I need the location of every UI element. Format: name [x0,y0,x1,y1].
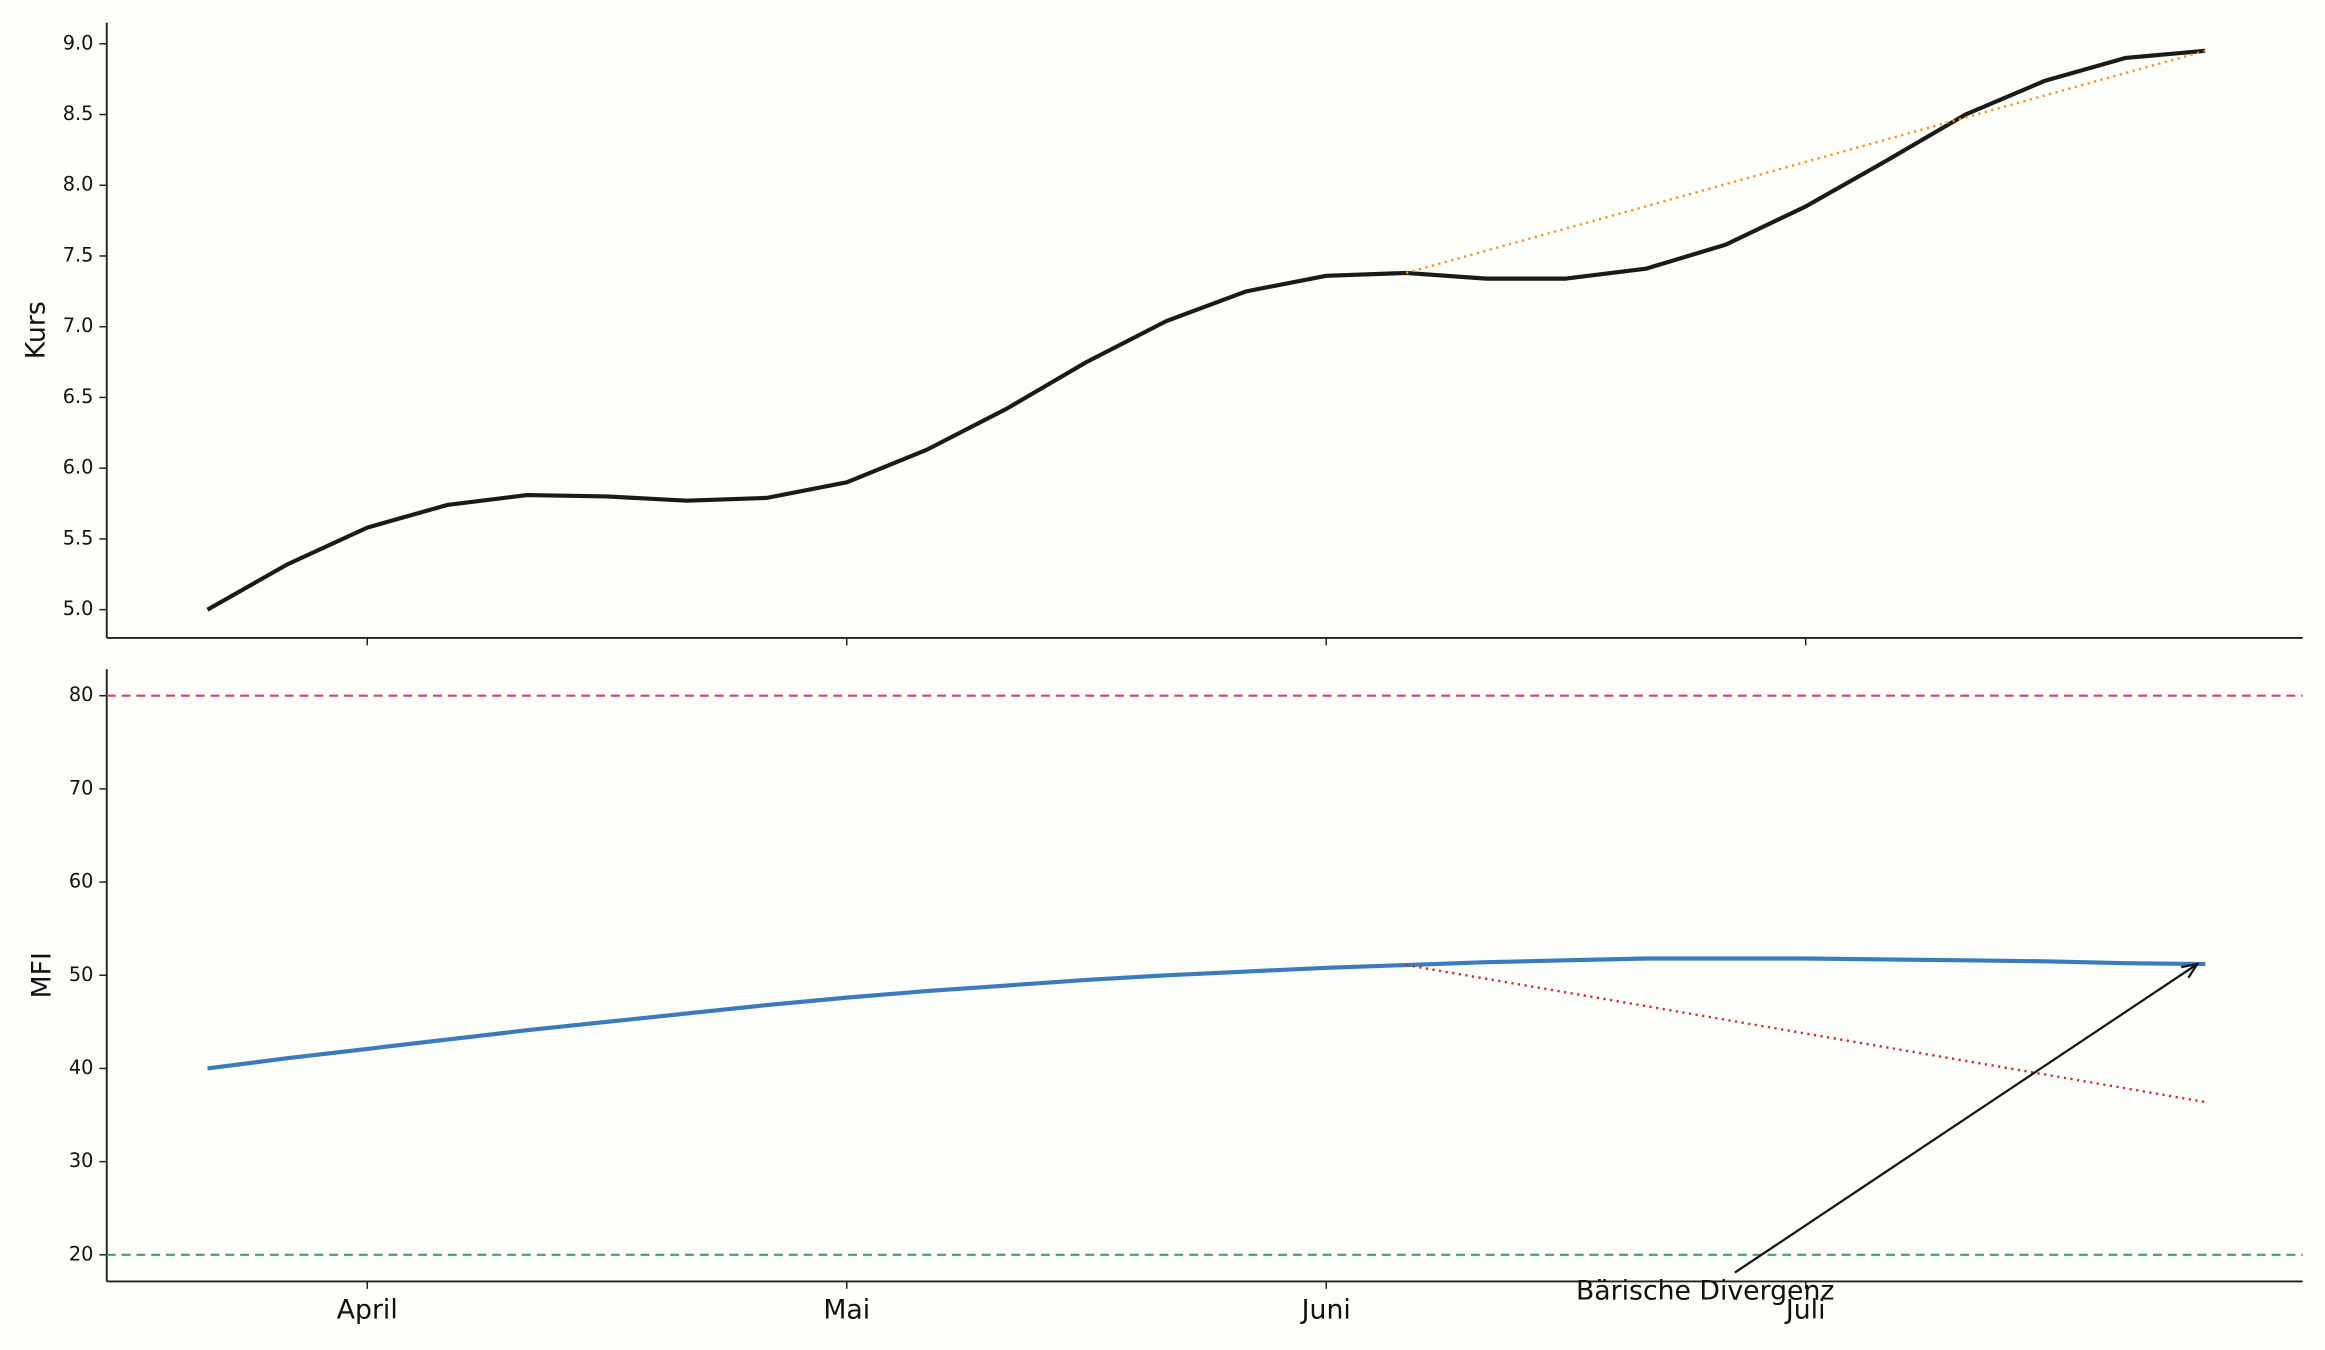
y-tick-label: 7.0 [63,314,94,337]
y-tick-label: 9.0 [63,31,94,54]
y-tick-label: 8.0 [63,173,94,196]
trend-line [1405,49,2206,275]
y-tick-label: 60 [69,870,94,893]
annotation-arrow [1734,963,2198,1274]
x-tick-label: Mai [823,1295,870,1326]
y-tick-label: 8.5 [63,102,94,125]
y-axis-label: MFI [27,952,58,998]
y-tick-label: 7.5 [63,243,94,266]
y-tick-label: 50 [69,963,94,986]
y-tick-label: 20 [69,1242,94,1265]
y-tick-label: 6.0 [63,456,94,479]
trend-line [1405,963,2206,1104]
y-tick-label: 6.5 [63,385,94,408]
y-tick-label: 5.5 [63,526,94,549]
annotation-text: Bärische Divergenz [1576,1275,1834,1306]
y-tick-label: 5.0 [63,597,94,620]
x-tick-label: Juni [1300,1295,1351,1326]
data-line [207,956,2206,1071]
y-tick-label: 40 [69,1056,94,1079]
y-axis-label: Kurs [21,301,52,359]
arrow-head [2181,962,2200,979]
x-tick-label: Juli [1784,1295,1826,1326]
x-tick-label: April [337,1295,398,1326]
y-tick-label: 70 [69,776,94,799]
data-line [206,48,2206,612]
y-tick-label: 30 [69,1149,94,1172]
y-tick-label: 80 [69,683,94,706]
